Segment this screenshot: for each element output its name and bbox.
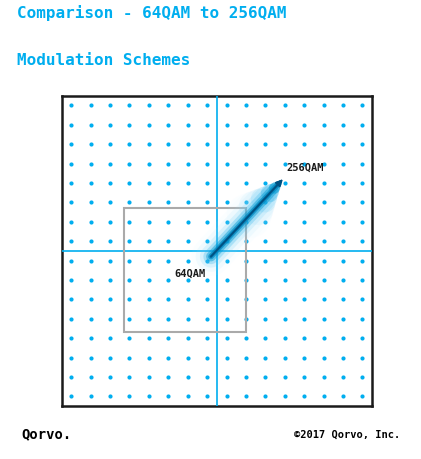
Text: Qorvo.: Qorvo. (21, 427, 71, 441)
Text: 64QAM: 64QAM (174, 269, 205, 279)
Bar (124, 209, 246, 333)
Text: ©2017 Qorvo, Inc.: ©2017 Qorvo, Inc. (294, 429, 400, 439)
Text: 256QAM: 256QAM (287, 162, 324, 172)
Text: Comparison - 64QAM to 256QAM: Comparison - 64QAM to 256QAM (17, 5, 286, 21)
Text: Modulation Schemes: Modulation Schemes (17, 52, 190, 67)
